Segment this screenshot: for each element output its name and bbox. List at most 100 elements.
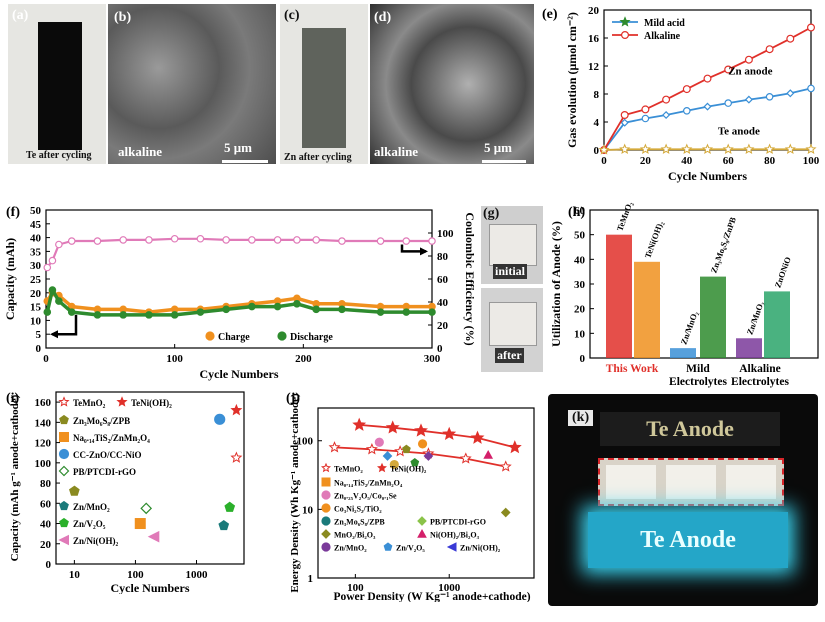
point-f-2-8 <box>196 234 205 243</box>
pouch-cell-initial <box>489 224 537 266</box>
group-label-h-2-b: Electrolytes <box>731 376 789 388</box>
point-f-2-3 <box>67 237 76 245</box>
arrow-left-head-f <box>50 330 58 339</box>
x-tick-label-j-0: 100 <box>347 582 364 594</box>
y-tick-label-j-1: 10 <box>302 504 314 516</box>
point-e-2-1 <box>619 143 631 154</box>
point-f-2-10 <box>248 236 256 244</box>
point-e-1-8 <box>765 45 774 54</box>
y-tick-label-i-1: 20 <box>40 539 52 551</box>
point-i-6-0 <box>218 519 230 531</box>
series-line-f-1 <box>45 288 432 317</box>
point-i-8-0 <box>147 530 160 543</box>
y-tick-label-f-4: 20 <box>30 288 42 300</box>
point-i-5-0 <box>140 502 153 515</box>
legend-marker-j-5 <box>321 516 331 526</box>
bar-label-h-5: ZnONiO <box>772 255 793 289</box>
point-f-2-7 <box>170 234 179 243</box>
point-f-1-3 <box>67 308 76 316</box>
group-label-h-2-a: Alkaline <box>739 363 781 375</box>
panel-label-k: (k) <box>568 410 594 426</box>
y2-tick-label-f-1: 20 <box>437 320 449 332</box>
cell-row-dashed <box>598 458 784 506</box>
literature-point-j-8 <box>500 507 511 518</box>
photo-k: (k) Te Anode Te Anode <box>548 394 818 606</box>
point-e-1-1 <box>620 110 629 119</box>
x-axis-label-f: Cycle Numbers <box>200 367 279 381</box>
point-e-1-6 <box>724 65 733 74</box>
y-tick-label-h-4: 40 <box>574 254 586 266</box>
caption-c: Zn after cycling <box>284 152 352 163</box>
point-e-0-6 <box>724 99 733 107</box>
point-f-1-14 <box>338 305 346 314</box>
legend-text-i-2: Zn₃Mo₆S₈/ZPB <box>73 416 130 426</box>
bar-label-h-0: TeMnO₂ <box>614 200 634 233</box>
panel-label-j: (j) <box>286 391 300 406</box>
y-tick-label-i-2: 40 <box>40 519 52 531</box>
point-i-4-0 <box>214 413 226 425</box>
legend-marker-i-0 <box>58 396 70 407</box>
legend-text-i-8: Zn/Ni(OH)₂ <box>73 536 119 546</box>
point-f-1-13 <box>312 305 321 314</box>
literature-point-j-1 <box>382 451 393 461</box>
y-tick-label-h-0: 0 <box>580 353 586 365</box>
point-i-3-0 <box>134 518 146 530</box>
te-anode-strip-top: Te Anode <box>600 412 780 446</box>
legend-text-j-0: TeMnO₂ <box>334 465 363 474</box>
y-tick-label-h-2: 20 <box>574 304 586 316</box>
y-tick-label-e-5: 20 <box>588 5 600 17</box>
point-f-2-5 <box>119 236 128 244</box>
y2-tick-label-f-0: 0 <box>437 343 443 355</box>
x-tick-label-f-0: 0 <box>43 353 49 365</box>
bar-h-5 <box>764 291 790 358</box>
y-tick-label-e-2: 8 <box>594 89 600 101</box>
point-e-2-5 <box>701 143 714 154</box>
x-tick-label-e-1: 20 <box>640 155 652 167</box>
y-tick-label-i-0: 0 <box>46 559 52 571</box>
cell-1 <box>606 465 656 499</box>
photo-b-sem: (b) alkaline 5 μm <box>108 4 276 164</box>
chart-i: (i) 10 100 1000 0 20 40 60 80 100 120 140 160 Cycle … <box>6 391 245 594</box>
scale-bar-d <box>482 160 526 163</box>
pouch-label-initial: initial <box>493 264 528 279</box>
scale-label-b: 5 μm <box>224 140 252 155</box>
y-tick-label-e-4: 16 <box>588 33 600 45</box>
x-axis-label-e: Cycle Numbers <box>668 169 747 183</box>
x-tick-label-f-1: 100 <box>166 353 183 365</box>
series-line-j-0 <box>334 446 506 468</box>
point-f-1-10 <box>248 302 256 311</box>
legend-marker-i-2 <box>59 414 69 425</box>
cell-2 <box>666 465 716 499</box>
point-e-2-2 <box>639 143 651 154</box>
point-f-2-12 <box>293 236 301 244</box>
point-i-2-0 <box>69 485 80 496</box>
series-line-j-1 <box>359 424 516 449</box>
legend-marker-i-1 <box>116 396 128 407</box>
y-tick-label-f-3: 15 <box>30 302 42 314</box>
photo-g-initial: (g) initial <box>481 206 543 284</box>
point-f-2-0 <box>43 263 52 272</box>
y-tick-label-i-3: 60 <box>40 498 52 510</box>
legend-marker-j-7 <box>321 529 331 539</box>
point-f-1-12 <box>293 300 301 308</box>
point-f-1-1 <box>48 286 57 294</box>
x-tick-label-i-1: 100 <box>127 569 144 581</box>
legend-marker-j-8 <box>417 528 427 538</box>
legend-text-j-8: Ni(OH)₂/Bi₂O₃ <box>430 531 480 540</box>
point-e-0-9 <box>786 89 795 98</box>
point-j-1-3 <box>442 426 457 440</box>
annotation-zn-anode: Zn anode <box>728 65 772 77</box>
y2-tick-label-f-5: 100 <box>437 228 454 240</box>
legend-marker-j-2 <box>321 477 331 487</box>
bar-h-2 <box>670 348 696 358</box>
legend-marker-j-11 <box>446 542 457 552</box>
plot-frame-f <box>45 209 433 349</box>
panel-label-g: (g) <box>483 206 500 221</box>
point-j-1-2 <box>414 423 428 437</box>
panel-label-c: (c) <box>284 8 300 23</box>
caption-a: Te after cycling <box>26 150 92 161</box>
point-f-1-17 <box>428 308 436 316</box>
point-f-1-0 <box>43 308 52 316</box>
point-e-2-4 <box>681 143 693 154</box>
point-j-0-0 <box>328 441 341 453</box>
